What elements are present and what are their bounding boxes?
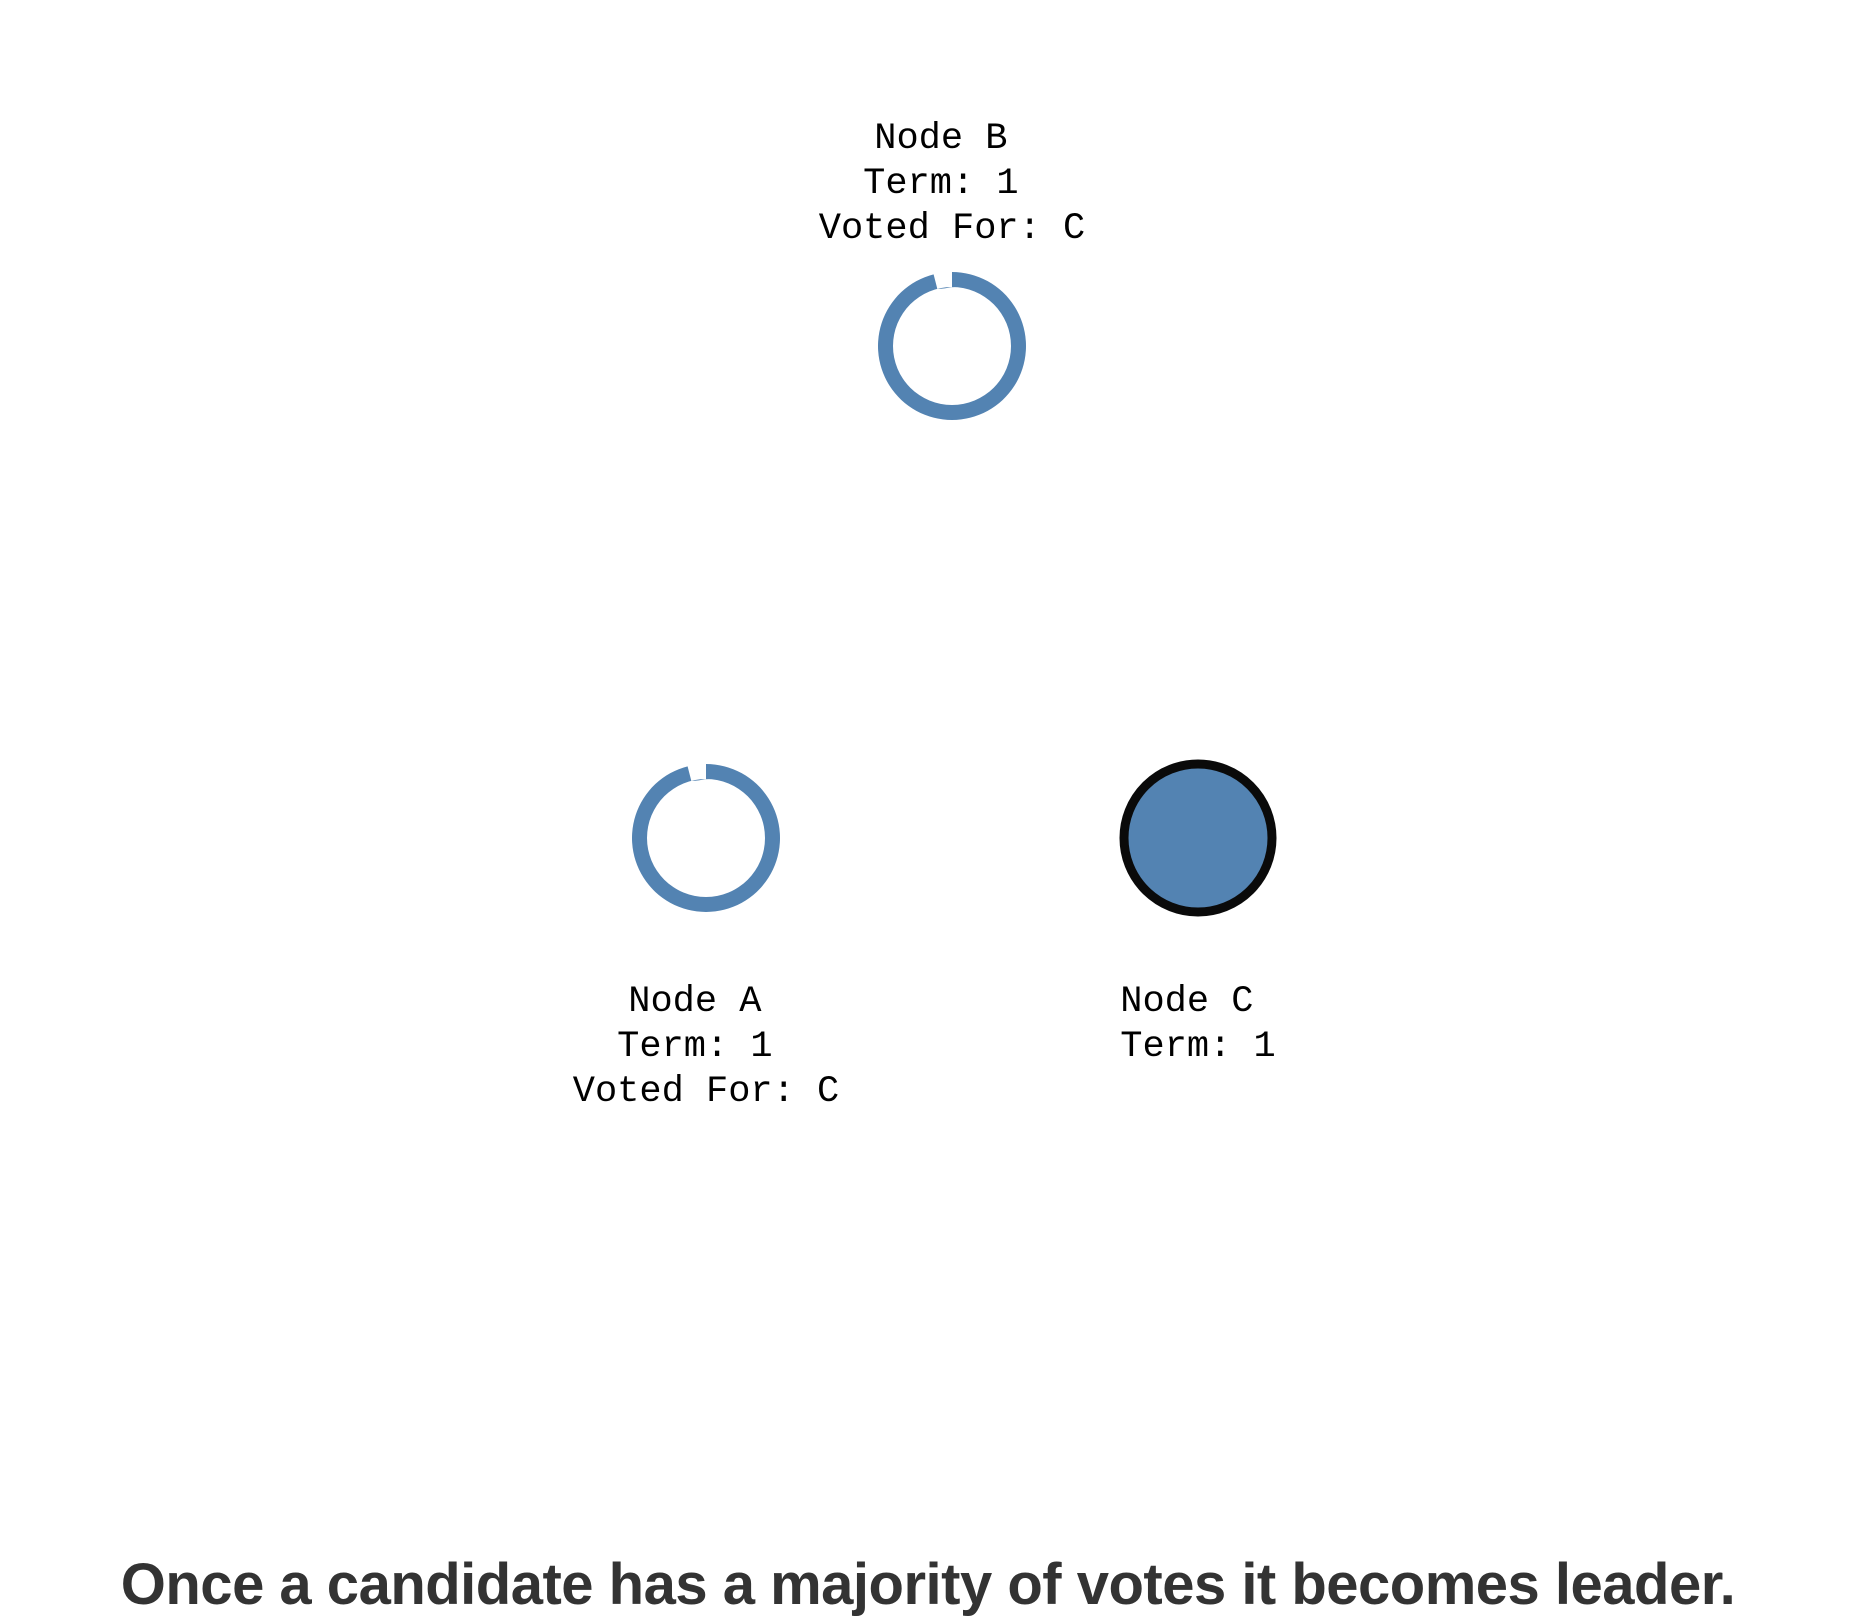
node-b-label: Node B Term: 1 Voted For: C [819,118,1085,250]
node-a-voted-for: Voted For: C [573,1071,839,1113]
node-b-term: Term: 1 [863,163,1018,205]
node-c-name: Node C [1120,981,1253,1023]
node-a-circle [631,764,780,912]
node-b-voted-for: Voted For: C [819,208,1085,250]
node-b[interactable]: Node B Term: 1 Voted For: C [819,118,1085,420]
node-b-circle [878,272,1026,420]
node-c-term: Term: 1 [1120,1026,1275,1068]
node-a-name: Node A [628,981,762,1023]
node-c-label: Node C Term: 1 [1120,981,1275,1068]
node-c[interactable]: Node C Term: 1 [1119,759,1277,1068]
raft-cluster-diagram: Node B Term: 1 Voted For: C Node A Term:… [573,118,1277,1113]
node-a[interactable]: Node A Term: 1 Voted For: C [573,764,839,1113]
caption: Once a candidate has a majority of votes… [120,1552,1736,1617]
node-b-name: Node B [874,118,1007,160]
node-a-term: Term: 1 [617,1026,772,1068]
node-a-label: Node A Term: 1 Voted For: C [573,981,839,1113]
node-c-circle [1119,759,1277,917]
